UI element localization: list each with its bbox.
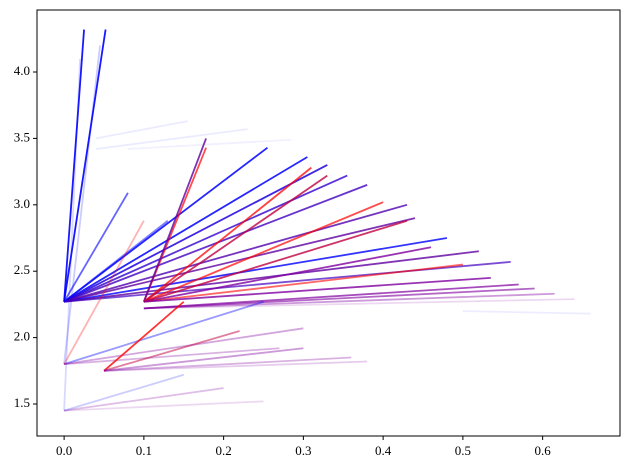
- segment: [63, 203, 408, 303]
- segment: [63, 164, 328, 303]
- segment: [143, 287, 535, 310]
- segment: [63, 220, 145, 365]
- segment: [143, 201, 384, 303]
- segment: [462, 310, 591, 315]
- y-tick-label: 2.0: [14, 329, 30, 344]
- segment: [63, 327, 304, 366]
- segment: [143, 276, 491, 303]
- plot-frame: [36, 9, 621, 437]
- y-tick-label: 2.5: [14, 262, 30, 277]
- segment: [95, 120, 188, 140]
- segment: [127, 138, 292, 150]
- segment: [63, 174, 348, 303]
- segment: [64, 400, 264, 412]
- x-tick-label: 0.4: [375, 443, 392, 458]
- x-tick-label: 0.3: [295, 443, 311, 458]
- segment: [143, 174, 328, 303]
- segment: [63, 220, 169, 303]
- segment: [64, 347, 280, 366]
- segment: [143, 138, 207, 303]
- y-tick-label: 1.5: [14, 395, 30, 410]
- segment: [143, 219, 408, 303]
- y-tick-label: 3.5: [14, 129, 30, 144]
- segment: [103, 330, 240, 372]
- segment: [103, 347, 304, 372]
- segment: [63, 237, 448, 303]
- segment: [63, 29, 107, 302]
- segment: [63, 45, 101, 365]
- segment: [143, 166, 312, 303]
- segment: [63, 217, 416, 303]
- x-tick-label: 0.0: [56, 443, 72, 458]
- segment: [63, 156, 308, 303]
- segment: [143, 263, 463, 303]
- segment: [64, 250, 479, 303]
- segment: [143, 246, 432, 303]
- segment: [63, 387, 224, 412]
- segment: [63, 300, 264, 366]
- x-tick-label: 0.5: [455, 443, 471, 458]
- y-tick-label: 4.0: [14, 63, 30, 78]
- segment: [143, 292, 555, 310]
- segment: [103, 356, 352, 372]
- x-tick-label: 0.6: [535, 443, 552, 458]
- segment: [63, 192, 129, 303]
- segment: [95, 128, 248, 150]
- segment: [143, 298, 575, 310]
- segment: [103, 301, 185, 372]
- segment: [63, 373, 185, 412]
- x-tick-label: 0.1: [136, 443, 152, 458]
- segment: [103, 360, 368, 372]
- x-tick-label: 0.2: [215, 443, 231, 458]
- segment: [63, 29, 85, 302]
- y-tick-label: 3.0: [14, 196, 30, 211]
